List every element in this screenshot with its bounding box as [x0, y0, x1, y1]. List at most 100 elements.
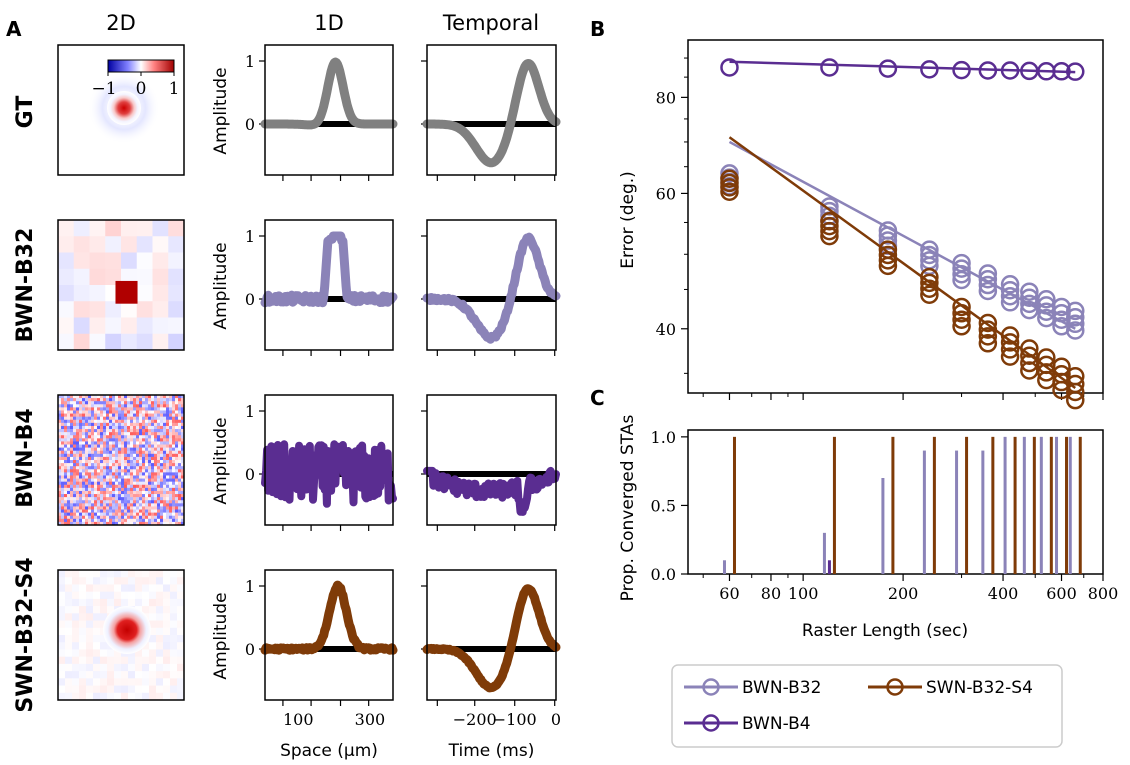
data-point [720, 169, 739, 188]
data-point [978, 281, 998, 301]
bar [932, 436, 936, 574]
spatial-profile-line [260, 580, 398, 655]
bar [722, 560, 726, 574]
data-point [1037, 348, 1056, 367]
panel-label-a: A [6, 17, 22, 41]
data-point [720, 164, 739, 183]
data-point [952, 310, 971, 329]
data-point [952, 60, 971, 80]
data-point [1000, 286, 1020, 306]
column-header-2d: 2D [106, 11, 136, 35]
y-tick-label: 0 [245, 465, 255, 484]
panel-label-b: B [590, 17, 605, 41]
data-point [920, 267, 939, 287]
temporal-profile-line [423, 466, 560, 516]
temporal-axes [426, 394, 557, 526]
x-tick-label: 100 [788, 584, 819, 603]
x-tick-label: 60 [719, 584, 739, 603]
panel-label-c: C [590, 386, 605, 410]
amplitude-ylabel: Amplitude [211, 67, 231, 154]
data-point [720, 58, 739, 77]
panel-b-axes [687, 39, 1104, 394]
data-point [978, 327, 998, 346]
bar [1065, 436, 1069, 574]
data-point [952, 297, 971, 317]
x-tick-label: 0 [551, 710, 561, 729]
spatial-profile-line [260, 231, 398, 308]
colorbar-tick: 0 [136, 79, 147, 99]
data-point [1066, 321, 1085, 340]
data-point [1052, 62, 1071, 81]
bar [922, 450, 926, 574]
panel-c-xlabel: Raster Length (sec) [802, 621, 968, 641]
bar [1013, 436, 1017, 574]
amplitude-ylabel: Amplitude [211, 242, 231, 329]
data-point [1066, 374, 1085, 394]
bar [981, 450, 985, 574]
bar [1032, 436, 1036, 574]
legend-label: BWN-B4 [742, 714, 811, 734]
y-tick-label: 0.5 [651, 496, 676, 515]
data-point [820, 221, 839, 241]
bar [1055, 436, 1059, 574]
bar [1068, 436, 1072, 574]
data-point [878, 251, 898, 270]
data-point [952, 259, 971, 278]
data-point [1000, 275, 1020, 294]
x-tick-label: 600 [1046, 584, 1077, 603]
temporal-profile-line [422, 232, 561, 344]
y-tick-label: 40 [656, 320, 676, 339]
bar [955, 450, 959, 574]
spatial-xlabel: Space (μm) [280, 741, 378, 761]
x-tick-label: −200 [453, 710, 497, 729]
data-point [1000, 347, 1020, 366]
colorbar: −1 0 1 [91, 59, 179, 99]
fit-line [728, 140, 1076, 330]
panel-a-plots: Amplitude 1 0 Amplitude 1 0 Amplitude 1 0 Amplitu… [211, 44, 561, 761]
data-point [978, 264, 998, 283]
panel-b-ylabel: Error (deg.) [618, 171, 638, 269]
data-point [978, 269, 998, 289]
temporal-axes [426, 219, 557, 351]
y-tick-label: 1 [245, 577, 255, 596]
x-tick-label: 80 [761, 584, 781, 603]
temporal-axes [426, 569, 557, 701]
bar [1049, 436, 1053, 574]
amplitude-ylabel: Amplitude [211, 592, 231, 679]
temporal-axes [426, 44, 557, 176]
panel-b-error-plot: 40 60 80 [656, 39, 1104, 410]
bar [891, 436, 895, 574]
bar [827, 560, 831, 574]
bar [881, 478, 885, 574]
data-point [878, 59, 898, 78]
data-point [952, 264, 971, 284]
data-point [1066, 301, 1085, 321]
data-point [878, 221, 898, 240]
temporal-xlabel: Time (ms) [448, 741, 535, 761]
data-point [1037, 289, 1056, 309]
data-point [878, 240, 898, 259]
bar [732, 436, 736, 574]
data-point [978, 334, 998, 353]
spatial-profile-line [260, 57, 398, 130]
data-point [920, 285, 939, 304]
data-point [978, 313, 998, 333]
bar [1022, 436, 1026, 574]
legend-label: SWN-B32-S4 [926, 678, 1033, 698]
data-point [1066, 308, 1085, 327]
y-tick-label: 1 [245, 227, 255, 246]
spatial-axes [264, 219, 394, 351]
data-point [978, 275, 998, 295]
legend: BWN-B32 SWN-B32-S4 BWN-B4 [671, 664, 1063, 748]
x-tick-label: 100 [283, 710, 314, 729]
data-point [1066, 314, 1085, 334]
data-point [1020, 282, 1039, 301]
panel-c-axes [687, 429, 1104, 575]
data-point [878, 231, 898, 250]
x-tick-label: 400 [988, 584, 1019, 603]
panel-c-ylabel: Prop. Converged STAs [618, 415, 638, 602]
data-point [1000, 293, 1020, 312]
bar [1039, 436, 1043, 574]
spatial-axes [264, 394, 394, 526]
